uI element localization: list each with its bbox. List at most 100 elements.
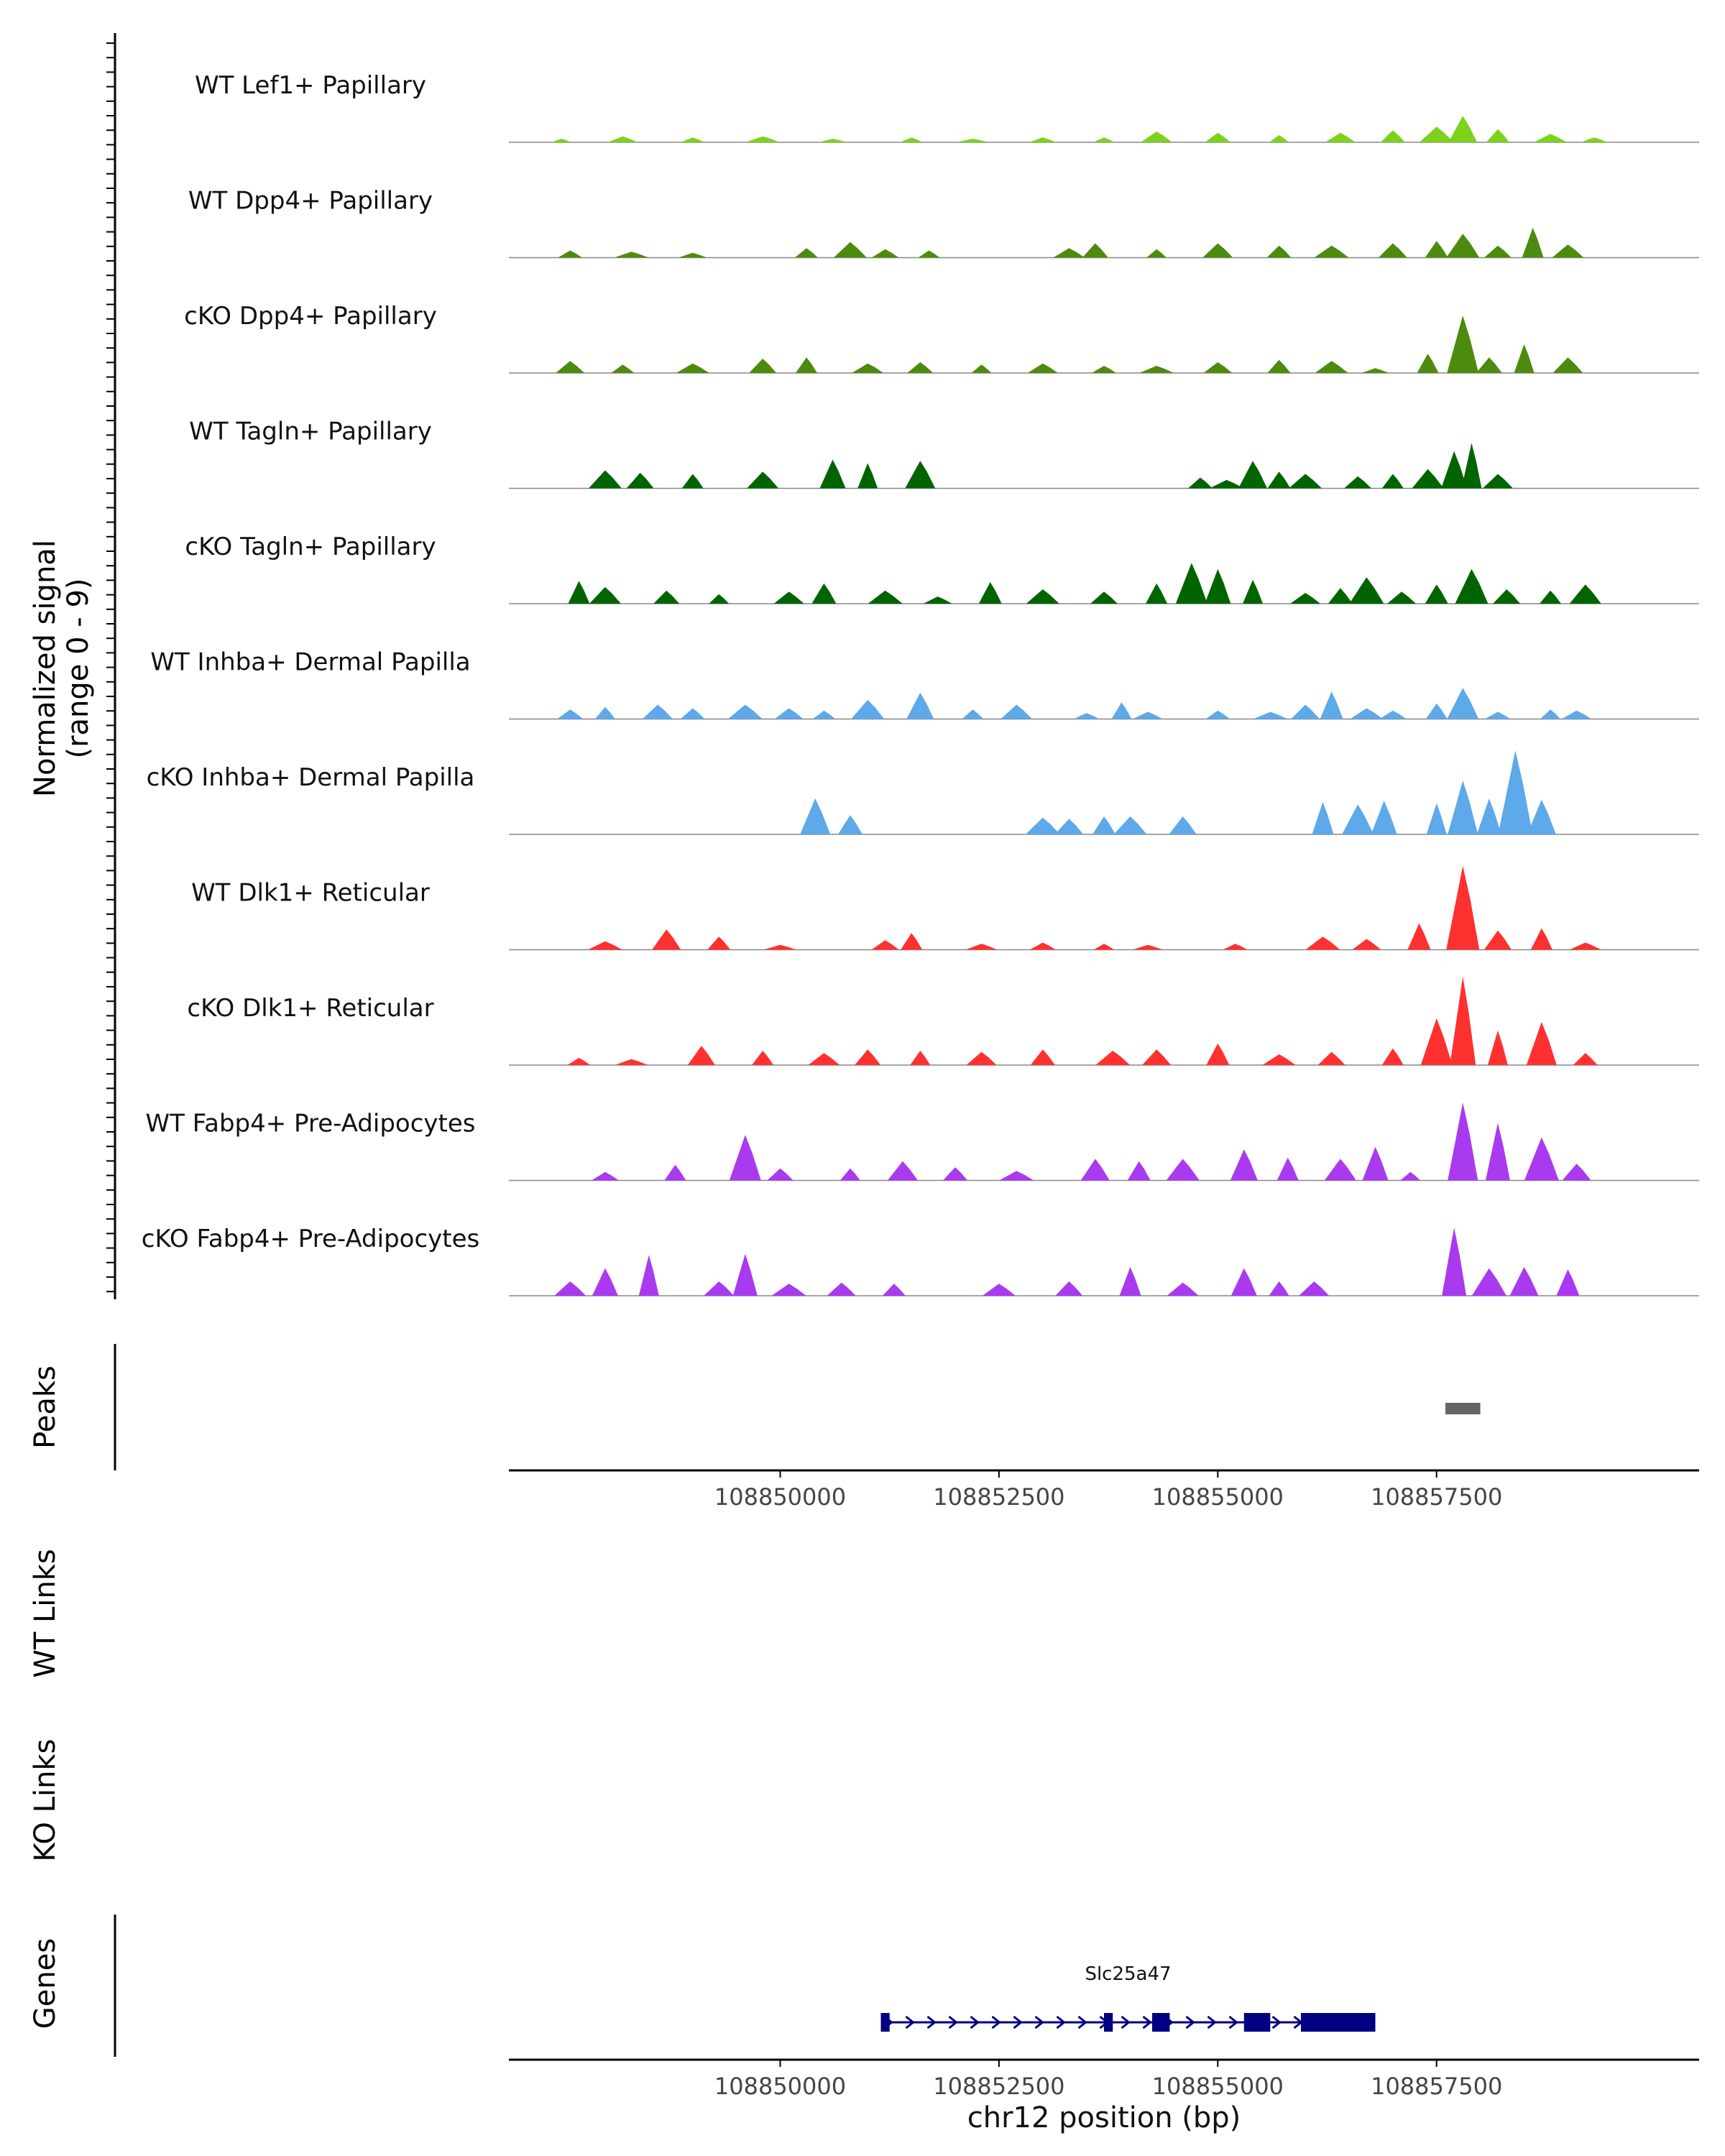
coverage-peak xyxy=(1417,354,1439,373)
coverage-peak xyxy=(962,709,984,719)
strand-arrow xyxy=(1142,2015,1152,2030)
ko-links-label: KO Links xyxy=(29,1739,62,1862)
coverage-peak xyxy=(1461,443,1482,489)
coverage-peak xyxy=(795,248,818,258)
coverage-peak xyxy=(615,1059,648,1065)
coverage-peak xyxy=(1362,1146,1389,1181)
x-axis-lower-ticks: 108850000 108852500 108855000 108857500 xyxy=(714,2060,1502,2100)
coverage-peak xyxy=(1223,944,1248,950)
coverage-peak xyxy=(1425,241,1448,258)
coverage-peak xyxy=(1349,577,1384,604)
gene-exon xyxy=(1243,2013,1271,2032)
coverage-peak xyxy=(1493,589,1521,604)
coverage-peak xyxy=(638,1255,659,1296)
coverage-peak xyxy=(852,363,884,373)
coverage-peak xyxy=(1569,942,1601,950)
coverage-peak xyxy=(1205,710,1230,719)
coverage-peak xyxy=(978,582,1002,604)
coverage-peak xyxy=(1573,1053,1598,1065)
x-tick-label: 108857500 xyxy=(1371,1483,1502,1511)
coverage-peak xyxy=(1527,799,1556,834)
gene-exon xyxy=(1301,2013,1376,2032)
coverage-peak xyxy=(1141,132,1173,142)
coverage-peak xyxy=(1442,1227,1467,1296)
track-6: WT Inhba+ Dermal Papilla xyxy=(150,648,1699,720)
coverage-peak xyxy=(905,461,936,489)
signal-axis-label: Normalized signal xyxy=(29,540,62,797)
coverage-peak xyxy=(1522,227,1544,258)
coverage-peak xyxy=(1305,936,1340,950)
coverage-peak xyxy=(1448,780,1478,834)
coverage-peak xyxy=(1029,942,1056,950)
gene-exon xyxy=(1104,2013,1113,2032)
coverage-peak xyxy=(1524,1137,1559,1181)
coverage-peak xyxy=(1269,135,1289,142)
track-label: WT Dlk1+ Reticular xyxy=(191,879,430,908)
coverage-peak xyxy=(1540,590,1561,604)
track-9: cKO Dlk1+ Reticular xyxy=(187,976,1699,1066)
coverage-peak xyxy=(653,590,680,604)
coverage-peak xyxy=(1094,944,1114,950)
coverage-peak xyxy=(907,362,934,373)
coverage-peak xyxy=(966,1051,997,1065)
coverage-peak xyxy=(1476,357,1502,373)
coverage-peak xyxy=(1380,130,1405,142)
coverage-peak xyxy=(1073,713,1100,719)
coverage-peak xyxy=(1027,363,1058,373)
track-label: cKO Fabp4+ Pre-Adipocytes xyxy=(142,1225,480,1253)
coverage-peak xyxy=(1486,129,1509,142)
coverage-peak xyxy=(678,252,707,258)
strand-arrow xyxy=(1034,2015,1044,2030)
coverage-peak xyxy=(1119,1267,1141,1296)
coverage-peak xyxy=(943,1167,967,1181)
coverage-peak xyxy=(999,1171,1034,1181)
coverage-peak xyxy=(1317,1051,1346,1065)
signal-axis: Normalized signal (range 0 - 9) xyxy=(29,33,116,1299)
coverage-peak xyxy=(1484,930,1512,950)
coverage-peak xyxy=(1314,245,1349,258)
gene-exon xyxy=(1152,2013,1170,2032)
coverage-peak xyxy=(1412,469,1444,489)
coverage-peak xyxy=(1482,474,1513,489)
coverage-peak xyxy=(1379,710,1407,719)
gene-model: Slc25a47 xyxy=(880,1963,1376,2032)
coverage-peak xyxy=(1267,471,1291,489)
coverage-peak xyxy=(1344,476,1372,489)
track-5: cKO Tagln+ Papillary xyxy=(185,533,1699,604)
track-label: cKO Dpp4+ Papillary xyxy=(184,302,437,331)
coverage-peak xyxy=(664,1164,686,1181)
coverage-peak xyxy=(827,1282,856,1296)
strand-arrow xyxy=(1013,2015,1023,2030)
coverage-peak xyxy=(800,798,831,834)
coverage-peak xyxy=(1206,1044,1230,1065)
strand-arrow xyxy=(905,2015,915,2030)
track-label: WT Lef1+ Papillary xyxy=(195,71,426,100)
coverage-tracks: WT Lef1+ Papillary WT Dpp4+ Papillary cKO … xyxy=(142,71,1699,1296)
coverage-peak xyxy=(868,590,903,604)
coverage-peak xyxy=(1540,709,1560,719)
track-label: WT Inhba+ Dermal Papilla xyxy=(150,648,470,677)
track-7: cKO Inhba+ Dermal Papilla xyxy=(147,750,1699,835)
coverage-peak xyxy=(1419,126,1454,142)
coverage-peak xyxy=(1026,589,1059,604)
coverage-peak xyxy=(1485,1123,1510,1181)
coverage-peak xyxy=(707,936,731,950)
coverage-peak xyxy=(1230,1149,1258,1181)
coverage-peak xyxy=(871,940,899,950)
coverage-peak xyxy=(1446,234,1480,258)
coverage-peak xyxy=(587,941,622,950)
coverage-peak xyxy=(796,357,817,373)
coverage-peak xyxy=(857,463,878,489)
coverage-peak xyxy=(901,933,923,950)
coverage-peak xyxy=(681,474,704,489)
track-1: WT Lef1+ Papillary xyxy=(195,71,1699,143)
coverage-peak xyxy=(1167,1282,1199,1296)
genes-label: Genes xyxy=(29,1938,62,2029)
x-tick-label: 108852500 xyxy=(933,2073,1064,2100)
coverage-peak xyxy=(1580,137,1608,142)
coverage-peak xyxy=(1029,137,1057,142)
coverage-peak xyxy=(1425,703,1448,719)
coverage-peak xyxy=(818,139,847,142)
coverage-peak xyxy=(626,472,654,489)
coverage-peak xyxy=(812,710,836,719)
